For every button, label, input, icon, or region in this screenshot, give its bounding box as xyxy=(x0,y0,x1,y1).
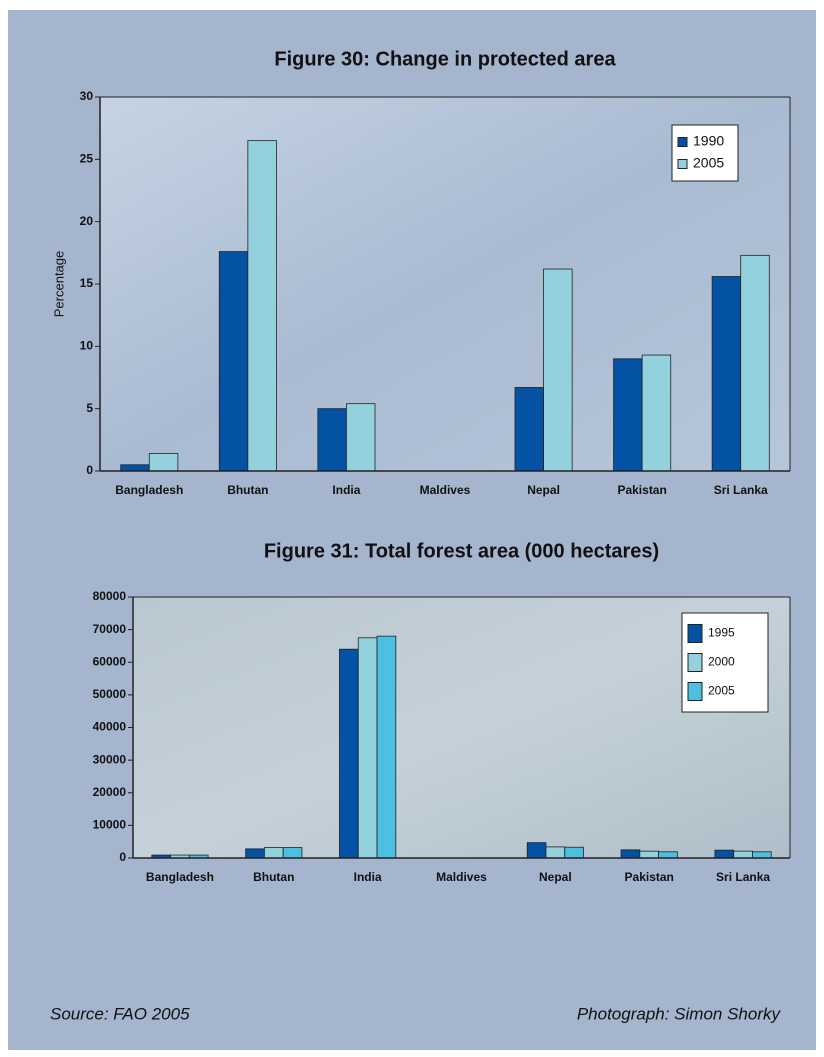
x-tick-label: Pakistan xyxy=(617,483,666,497)
bar xyxy=(120,464,150,472)
x-tick-label: Sri Lanka xyxy=(716,870,770,884)
legend-swatch xyxy=(687,682,703,701)
bar xyxy=(339,648,359,859)
bar xyxy=(148,453,179,472)
y-tick-label: 30000 xyxy=(93,752,127,766)
x-tick-label: India xyxy=(332,483,360,497)
bar xyxy=(564,846,584,859)
bar xyxy=(740,254,770,472)
legend-label: 1995 xyxy=(708,626,735,640)
legend-label: 2005 xyxy=(693,155,724,171)
y-tick-label: 20 xyxy=(80,214,94,228)
legend-label: 2000 xyxy=(708,655,735,669)
bar xyxy=(218,251,249,472)
bar xyxy=(245,848,265,859)
x-tick-label: Pakistan xyxy=(625,870,674,884)
bar xyxy=(620,849,641,859)
bar xyxy=(526,842,547,859)
y-tick-label: 60000 xyxy=(93,654,127,668)
x-tick-label: Bangladesh xyxy=(115,483,183,497)
bar xyxy=(263,847,284,859)
x-tick-label: Sri Lanka xyxy=(714,483,768,497)
legend-label: 2005 xyxy=(708,684,735,698)
plot-area xyxy=(133,597,790,858)
bar xyxy=(613,358,643,472)
bar xyxy=(714,849,735,859)
legend-box xyxy=(671,124,739,182)
bar xyxy=(317,408,347,472)
y-tick-label: 0 xyxy=(86,463,93,477)
bar xyxy=(658,851,678,859)
bar xyxy=(376,635,397,859)
x-tick-label: Bangladesh xyxy=(146,870,214,884)
x-tick-label: India xyxy=(354,870,382,884)
bar xyxy=(543,268,573,472)
bar xyxy=(514,387,544,472)
bar xyxy=(346,403,376,472)
bar xyxy=(711,276,742,472)
y-tick-label: 40000 xyxy=(93,720,127,734)
bar xyxy=(545,846,566,859)
bar xyxy=(752,851,772,859)
legend-swatch xyxy=(677,159,688,169)
y-tick-label: 10000 xyxy=(93,818,127,832)
chart-title: Figure 30: Change in protected area xyxy=(274,48,616,70)
bar xyxy=(282,847,303,859)
bar xyxy=(733,850,753,859)
legend-swatch xyxy=(677,137,688,147)
y-tick-label: 80000 xyxy=(93,589,127,603)
y-tick-label: 5 xyxy=(86,401,93,415)
y-tick-label: 25 xyxy=(80,152,94,166)
legend-swatch xyxy=(687,624,703,643)
y-tick-label: 30 xyxy=(80,89,94,103)
bar xyxy=(247,140,277,472)
legend-swatch xyxy=(687,653,703,672)
y-axis-label: Percentage xyxy=(51,251,66,318)
y-tick-label: 50000 xyxy=(93,687,127,701)
chart-title: Figure 31: Total forest area (000 hectar… xyxy=(264,540,659,562)
x-tick-label: Maldives xyxy=(436,870,487,884)
bar xyxy=(357,637,378,859)
credit: Photograph: Simon Shorky xyxy=(577,1004,782,1023)
y-tick-label: 70000 xyxy=(93,622,127,636)
y-tick-label: 20000 xyxy=(93,785,127,799)
bar xyxy=(639,850,659,859)
bar xyxy=(641,354,672,472)
x-tick-label: Nepal xyxy=(527,483,560,497)
y-tick-label: 0 xyxy=(119,850,126,864)
x-tick-label: Maldives xyxy=(420,483,471,497)
source: Source: FAO 2005 xyxy=(50,1004,190,1023)
x-tick-label: Nepal xyxy=(539,870,572,884)
legend-label: 1990 xyxy=(693,133,724,149)
y-tick-label: 15 xyxy=(80,276,94,290)
x-tick-label: Bhutan xyxy=(253,870,294,884)
y-tick-label: 10 xyxy=(80,339,94,353)
x-tick-label: Bhutan xyxy=(227,483,268,497)
